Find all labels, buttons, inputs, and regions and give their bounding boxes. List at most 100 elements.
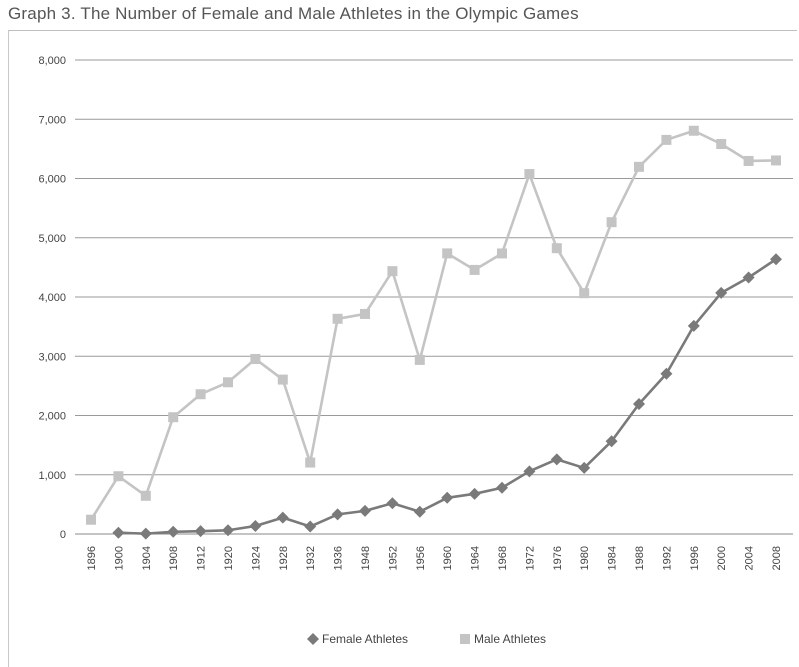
data-point (524, 169, 535, 180)
x-tick-label: 1976 (552, 546, 564, 570)
y-tick-label: 0 (60, 529, 66, 541)
data-point (715, 286, 728, 299)
data-point (276, 511, 289, 524)
legend-label: Female Athletes (322, 632, 408, 646)
legend-item: Female Athletes (307, 632, 408, 646)
series-group (86, 125, 782, 540)
data-point (551, 243, 562, 254)
data-point (743, 155, 754, 166)
data-point (579, 288, 590, 299)
data-point (523, 465, 536, 478)
y-tick-label: 8,000 (38, 55, 66, 67)
data-point (387, 266, 398, 277)
x-tick-label: 1896 (86, 546, 98, 570)
legend-item: Male Athletes (460, 632, 546, 646)
data-point (249, 520, 262, 533)
x-tick-label: 1920 (223, 546, 235, 570)
data-point (277, 374, 288, 385)
x-tick-label: 2000 (716, 546, 728, 570)
x-tick-label: 1932 (305, 546, 317, 570)
x-tick-label: 1904 (141, 546, 153, 570)
data-point (194, 525, 207, 538)
data-point (332, 313, 343, 324)
data-point (469, 264, 480, 275)
x-tick-label: 1968 (497, 546, 509, 570)
data-point (550, 453, 563, 466)
data-point (86, 514, 96, 525)
legend-marker (460, 634, 470, 644)
x-tick-label: 1972 (524, 546, 536, 570)
data-point (633, 398, 645, 411)
x-tick-label: 1948 (360, 546, 372, 570)
x-tick-label: 1936 (333, 546, 345, 570)
data-point (606, 217, 617, 228)
x-tick-label: 1908 (168, 546, 180, 570)
data-point (605, 435, 618, 448)
data-point (414, 354, 425, 365)
data-point (442, 248, 453, 259)
data-point (112, 526, 125, 539)
x-tick-label: 1956 (415, 546, 427, 570)
y-axis-ticks: 0 1,000 2,000 3,000 4,000 5,000 6,000 7,000 8,00… (38, 55, 66, 541)
data-point (742, 271, 755, 284)
x-tick-label: 1952 (387, 546, 399, 570)
left-border (8, 30, 9, 667)
y-tick-label: 7,000 (38, 114, 66, 126)
data-point (716, 139, 727, 150)
data-point (770, 253, 782, 266)
x-tick-label: 1912 (196, 546, 208, 570)
gridlines (75, 59, 793, 535)
y-tick-label: 6,000 (38, 174, 66, 186)
x-tick-label: 1900 (113, 546, 125, 570)
data-point (304, 520, 317, 533)
data-point (578, 461, 591, 474)
data-point (113, 471, 124, 482)
data-point (140, 490, 151, 501)
data-point (222, 524, 234, 537)
chart-title: Graph 3. The Number of Female and Male A… (8, 4, 579, 23)
data-point (441, 491, 454, 504)
x-tick-label: 2004 (744, 546, 756, 570)
data-point (305, 457, 316, 468)
x-tick-label: 1964 (470, 546, 482, 570)
x-tick-label: 2008 (771, 546, 783, 570)
y-tick-label: 2,000 (38, 411, 66, 423)
data-point (661, 134, 672, 145)
series-line (89, 129, 777, 521)
x-tick-label: 1988 (634, 546, 646, 570)
x-tick-label: 1984 (607, 546, 619, 570)
data-point (687, 319, 700, 332)
x-tick-label: 1992 (661, 546, 673, 570)
y-tick-label: 4,000 (38, 292, 66, 304)
data-point (195, 389, 206, 400)
x-axis-ticks: 1896 1900 1904 1908 1912 1920 1924 1928 1932 1936… (86, 546, 783, 570)
data-point (360, 308, 370, 319)
data-point (223, 377, 233, 388)
legend-label: Male Athletes (474, 632, 546, 646)
x-tick-label: 1928 (278, 546, 290, 570)
data-point (496, 481, 508, 494)
x-tick-label: 1996 (689, 546, 701, 570)
title-divider (8, 30, 797, 31)
x-tick-label: 1980 (579, 546, 591, 570)
data-point (497, 248, 507, 259)
x-tick-label: 1960 (442, 546, 454, 570)
data-point (386, 497, 399, 510)
series-female-athletes (112, 253, 782, 540)
y-tick-label: 3,000 (38, 351, 66, 363)
data-point (331, 508, 344, 521)
data-point (250, 353, 261, 364)
data-point (771, 155, 781, 166)
y-tick-label: 1,000 (38, 470, 66, 482)
data-point (359, 504, 371, 517)
data-point (688, 125, 699, 136)
x-tick-label: 1924 (250, 546, 262, 570)
data-point (468, 487, 481, 500)
legend: Female Athletes Male Athletes (307, 632, 546, 646)
data-point (167, 525, 180, 538)
data-point (139, 527, 152, 540)
data-point (413, 505, 426, 518)
series-male-athletes (86, 125, 781, 525)
